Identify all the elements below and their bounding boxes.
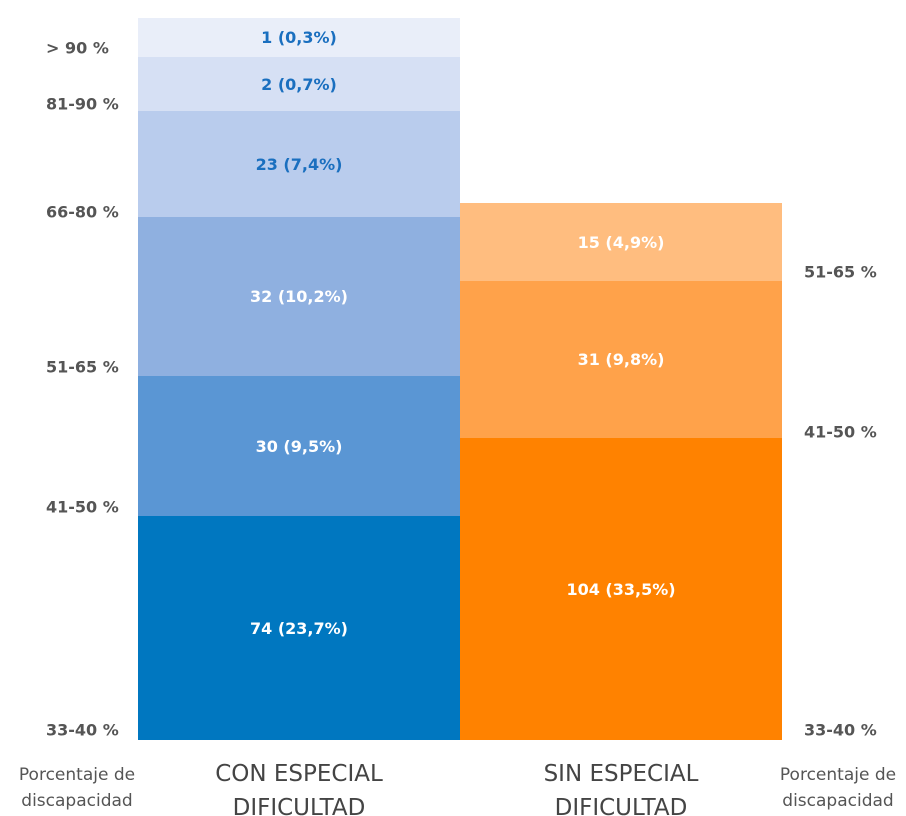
scale-label: 51-65 %	[46, 357, 119, 377]
segment: 32 (10,2%)	[138, 217, 460, 376]
segment: 104 (33,5%)	[460, 438, 782, 740]
segment: 2 (0,7%)	[138, 57, 460, 111]
segment: 1 (0,3%)	[138, 18, 460, 57]
scale-label: 33-40 %	[46, 720, 119, 740]
scale-label: 51-65 %	[804, 262, 877, 282]
scale-label: > 90 %	[46, 38, 109, 58]
scale-label: 41-50 %	[804, 422, 877, 442]
segment: 74 (23,7%)	[138, 516, 460, 740]
scale-label: 66-80 %	[46, 202, 119, 222]
column-title: CON ESPECIAL DIFICULTAD	[215, 761, 383, 816]
segment: 15 (4,9%)	[460, 203, 782, 281]
scale-label: 81-90 %	[46, 94, 119, 114]
segment: 31 (9,8%)	[460, 281, 782, 438]
segment: 23 (7,4%)	[138, 111, 460, 217]
segment: 30 (9,5%)	[138, 376, 460, 516]
scale-label: 33-40 %	[804, 720, 877, 740]
scale-caption: Porcentaje de discapacidad	[779, 765, 897, 811]
scale-caption: Porcentaje de discapacidad	[18, 765, 136, 811]
column-title: SIN ESPECIAL DIFICULTAD	[543, 761, 699, 816]
scale-label: 41-50 %	[46, 497, 119, 517]
